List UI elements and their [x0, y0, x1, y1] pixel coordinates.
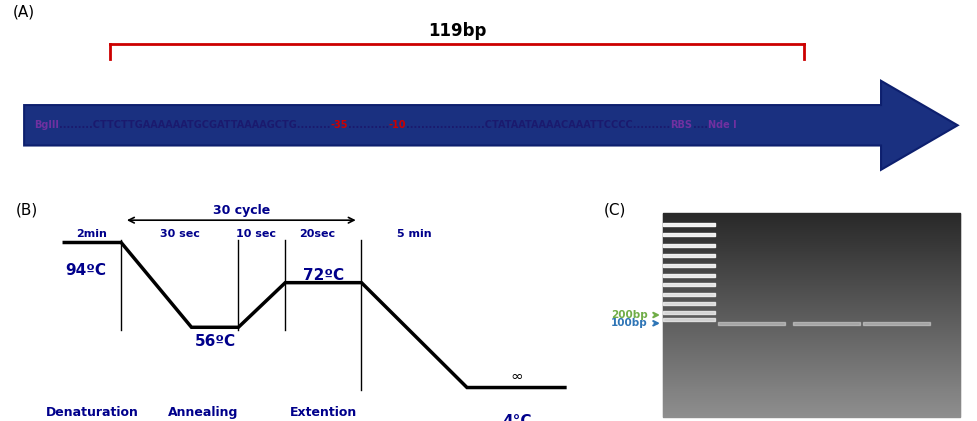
Text: -35: -35 — [330, 120, 348, 130]
Text: 30 cycle: 30 cycle — [213, 204, 270, 217]
Text: 100bp: 100bp — [612, 318, 648, 328]
Text: BglII: BglII — [33, 120, 59, 130]
Text: 4°C: 4°C — [502, 414, 531, 421]
Text: Nde I: Nde I — [707, 120, 737, 130]
Text: Extention: Extention — [290, 406, 357, 419]
Text: RBS: RBS — [670, 120, 693, 130]
Text: 2min: 2min — [76, 229, 107, 239]
Text: 200bp: 200bp — [612, 310, 648, 320]
Text: ....: .... — [693, 120, 707, 130]
Text: 20sec: 20sec — [300, 229, 335, 239]
Text: .........CTTCTTGAAAAAATGCGATTAAAAGCTG.........: .........CTTCTTGAAAAAATGCGATTAAAAGCTG...… — [59, 120, 330, 130]
Text: (C): (C) — [604, 203, 626, 217]
Text: ∞: ∞ — [510, 369, 524, 384]
Text: ...........: ........... — [348, 120, 389, 130]
Text: Denaturation: Denaturation — [45, 406, 139, 419]
Text: 56ºC: 56ºC — [194, 334, 235, 349]
Polygon shape — [24, 81, 957, 170]
Text: Annealing: Annealing — [168, 406, 238, 419]
Text: 119bp: 119bp — [428, 22, 487, 40]
Text: (B): (B) — [16, 203, 38, 217]
Text: 94ºC: 94ºC — [65, 263, 106, 277]
Text: (A): (A) — [13, 4, 35, 19]
Text: .....................CTATAATAAAACAAATTCCCC..........: .....................CTATAATAAAACAAATTCC… — [406, 120, 670, 130]
Text: 30 sec: 30 sec — [160, 229, 199, 239]
Text: 5 min: 5 min — [397, 229, 432, 239]
Text: 10 sec: 10 sec — [236, 229, 276, 239]
Text: 72ºC: 72ºC — [303, 268, 344, 282]
Text: -10: -10 — [389, 120, 406, 130]
